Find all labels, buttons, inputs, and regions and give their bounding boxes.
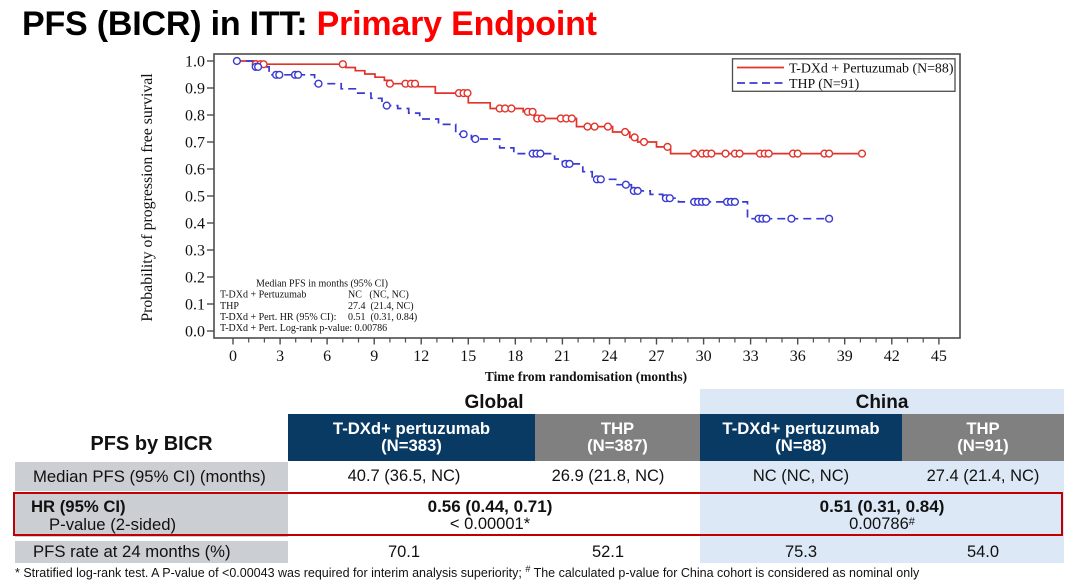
- svg-text:Median PFS in months (95% CI): Median PFS in months (95% CI): [256, 278, 388, 289]
- svg-text:1.0: 1.0: [185, 54, 205, 71]
- svg-text:12: 12: [413, 348, 429, 365]
- svg-text:T-DXd + Pertuzumab: T-DXd + Pertuzumab: [220, 290, 306, 301]
- svg-text:27.4 (21.4, NC): 27.4 (21.4, NC): [348, 301, 414, 312]
- svg-text:T-DXd + Pert. Log-rank p-value: T-DXd + Pert. Log-rank p-value: 0.00786: [220, 323, 387, 334]
- svg-text:0.5: 0.5: [185, 189, 205, 206]
- svg-text:30: 30: [696, 348, 712, 365]
- svg-text:0.6: 0.6: [185, 162, 205, 179]
- svg-text:9: 9: [370, 348, 378, 365]
- svg-text:27: 27: [649, 348, 665, 365]
- svg-text:18: 18: [507, 348, 523, 365]
- svg-text:0.1: 0.1: [185, 297, 205, 314]
- svg-text:Time from randomisation (month: Time from randomisation (months): [485, 369, 687, 384]
- svg-text:3: 3: [276, 348, 284, 365]
- svg-text:6: 6: [323, 348, 331, 365]
- svg-text:21: 21: [554, 348, 570, 365]
- svg-text:45: 45: [931, 348, 947, 365]
- svg-text:0: 0: [229, 348, 237, 365]
- svg-text:NC (NC, NC): NC (NC, NC): [348, 290, 409, 301]
- svg-text:42: 42: [884, 348, 900, 365]
- svg-text:0.2: 0.2: [185, 270, 205, 287]
- svg-text:36: 36: [790, 348, 806, 365]
- svg-text:T-DXd + Pertuzumab (N=88): T-DXd + Pertuzumab (N=88): [789, 62, 954, 77]
- svg-text:15: 15: [460, 348, 476, 365]
- svg-text:39: 39: [837, 348, 853, 365]
- svg-text:THP (N=91): THP (N=91): [789, 77, 860, 92]
- svg-text:0.9: 0.9: [185, 81, 205, 98]
- svg-text:THP: THP: [220, 301, 239, 312]
- svg-text:0.8: 0.8: [185, 108, 205, 125]
- svg-text:0.7: 0.7: [185, 135, 205, 152]
- svg-text:Probability of progression fre: Probability of progression free survival: [139, 73, 156, 322]
- svg-text:0.4: 0.4: [185, 216, 205, 233]
- svg-text:0.51 (0.31, 0.84): 0.51 (0.31, 0.84): [348, 312, 417, 323]
- svg-text:24: 24: [602, 348, 618, 365]
- svg-text:T-DXd + Pert. HR (95% CI):: T-DXd + Pert. HR (95% CI):: [220, 312, 336, 323]
- svg-text:33: 33: [743, 348, 759, 365]
- svg-text:0.0: 0.0: [185, 324, 205, 341]
- svg-text:0.3: 0.3: [185, 243, 205, 260]
